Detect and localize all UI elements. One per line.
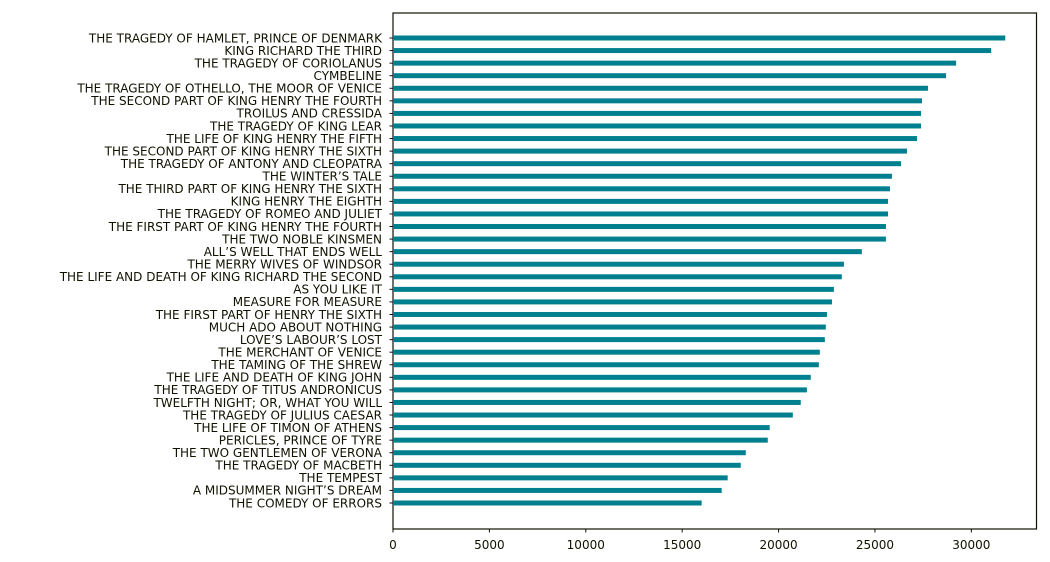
bar (393, 462, 741, 468)
y-tick-label: THE TRAGEDY OF KING LEAR (209, 119, 382, 133)
bar (393, 198, 889, 204)
bar (393, 362, 819, 368)
y-tick-label: THE SECOND PART OF KING HENRY THE SIXTH (104, 144, 382, 158)
y-tick-label: THE TRAGEDY OF TITUS ANDRONICUS (153, 383, 382, 397)
y-tick-label: MUCH ADO ABOUT NOTHING (209, 320, 382, 334)
y-tick-label: THE TWO GENTLEMEN OF VERONA (172, 446, 383, 460)
bar (393, 337, 825, 343)
bar (393, 73, 947, 79)
bar (393, 311, 827, 317)
y-tick-label: THE LIFE OF KING HENRY THE FIFTH (166, 132, 382, 146)
bar (393, 349, 820, 355)
y-tick-label: KING RICHARD THE THIRD (224, 44, 382, 58)
y-tick-label: THE MERCHANT OF VENICE (217, 345, 382, 359)
bar (393, 500, 702, 506)
bar (393, 450, 746, 456)
bar (393, 425, 770, 431)
bar (393, 148, 907, 154)
bar (393, 161, 901, 167)
y-tick-label: THE TRAGEDY OF ANTONY AND CLEOPATRA (120, 157, 383, 171)
y-tick-label: THE TRAGEDY OF OTHELLO, THE MOOR OF VENI… (76, 82, 382, 96)
y-tick-label: THE TEMPEST (298, 471, 382, 485)
bar (393, 173, 892, 179)
bar (393, 324, 826, 330)
y-tick-label: PERICLES, PRINCE OF TYRE (219, 433, 382, 447)
y-tick-label: THE TRAGEDY OF ROMEO AND JULIET (157, 207, 383, 221)
bar (393, 211, 889, 217)
x-tick-label: 5000 (474, 538, 505, 552)
x-tick-label: 20000 (759, 538, 797, 552)
x-tick-label: 15000 (663, 538, 701, 552)
y-tick-label: THE MERRY WIVES OF WINDSOR (186, 258, 382, 272)
y-tick-label: THE LIFE OF TIMON OF ATHENS (193, 421, 382, 435)
bar (393, 123, 922, 129)
y-tick-label: CYMBELINE (314, 69, 382, 83)
bar (393, 374, 811, 380)
y-tick-label: THE FIRST PART OF KING HENRY THE FOURTH (108, 220, 382, 234)
y-tick-label: MEASURE FOR MEASURE (233, 295, 382, 309)
y-tick-label: THE WINTER’S TALE (261, 170, 382, 184)
bar (393, 136, 917, 142)
bar (393, 224, 886, 230)
bar (393, 437, 768, 443)
bar (393, 236, 886, 242)
y-tick-label: AS YOU LIKE IT (293, 283, 382, 297)
y-tick-label: ALL’S WELL THAT ENDS WELL (204, 245, 383, 259)
y-tick-label: TWELFTH NIGHT; OR, WHAT YOU WILL (152, 396, 382, 410)
bar (393, 186, 890, 192)
bar (393, 98, 922, 104)
y-tick-label: KING HENRY THE EIGHTH (231, 195, 382, 209)
bar (393, 475, 728, 481)
y-tick-label: THE SECOND PART OF KING HENRY THE FOURTH (90, 94, 382, 108)
bar (393, 48, 992, 54)
bar (393, 412, 793, 418)
bar (393, 286, 834, 292)
y-tick-label: THE FIRST PART OF HENRY THE SIXTH (155, 308, 382, 322)
y-tick-label: THE TRAGEDY OF MACBETH (214, 459, 382, 473)
x-tick-label: 0 (389, 538, 397, 552)
bar (393, 249, 862, 255)
bar (393, 299, 832, 305)
y-tick-label: THE THIRD PART OF KING HENRY THE SIXTH (117, 182, 382, 196)
bar (393, 85, 928, 91)
y-tick-label: THE TRAGEDY OF CORIOLANUS (194, 56, 382, 70)
bar (393, 110, 922, 116)
y-tick-label: THE TRAGEDY OF HAMLET, PRINCE OF DENMARK (88, 31, 383, 45)
x-tick-label: 10000 (567, 538, 605, 552)
y-tick-label: A MIDSUMMER NIGHT’S DREAM (193, 484, 382, 498)
y-tick-label: LOVE’S LABOUR’S LOST (240, 333, 383, 347)
bar (393, 487, 722, 493)
bar (393, 274, 842, 280)
y-tick-label: THE TAMING OF THE SHREW (210, 358, 382, 372)
y-tick-label: TROILUS AND CRESSIDA (235, 107, 382, 121)
x-tick-label: 25000 (856, 538, 894, 552)
bar (393, 261, 844, 267)
y-tick-label: THE TWO NOBLE KINSMEN (221, 232, 382, 246)
y-tick-label: THE COMEDY OF ERRORS (228, 496, 382, 510)
y-tick-label: THE LIFE AND DEATH OF KING RICHARD THE S… (59, 270, 382, 284)
x-tick-label: 30000 (952, 538, 990, 552)
y-tick-label: THE LIFE AND DEATH OF KING JOHN (166, 371, 382, 385)
bar (393, 387, 807, 393)
bar (393, 399, 801, 405)
bar (393, 35, 1006, 41)
y-tick-label: THE TRAGEDY OF JULIUS CAESAR (182, 408, 382, 422)
bar (393, 60, 957, 66)
